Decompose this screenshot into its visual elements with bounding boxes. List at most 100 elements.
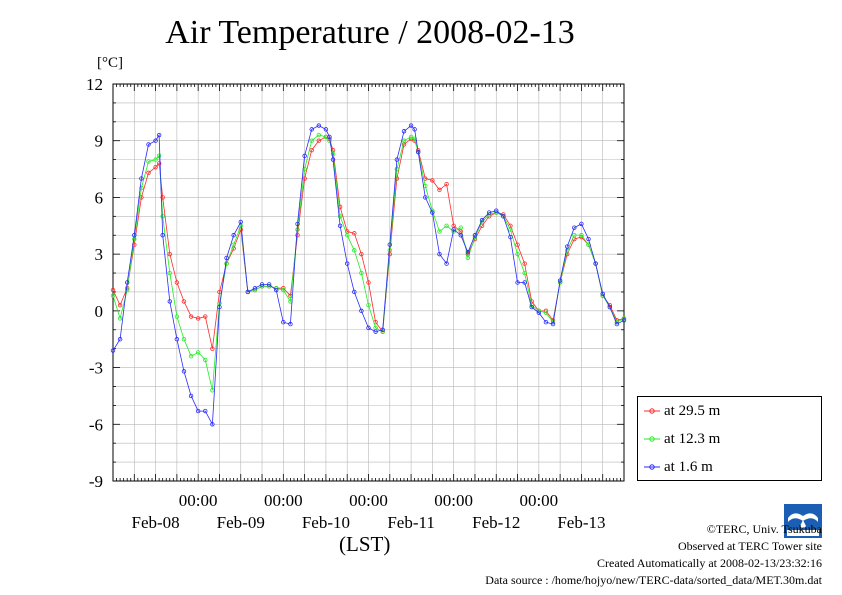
x-day-label: Feb-11	[387, 513, 435, 532]
series-point-2	[295, 221, 300, 227]
series-point-1	[345, 233, 350, 238]
x-tick-label: 00:00	[434, 491, 473, 510]
series-point-2	[522, 280, 527, 285]
y-tick-label: 12	[86, 75, 103, 94]
series-point-2	[373, 329, 378, 334]
series-point-1	[146, 159, 151, 164]
legend-swatch-29-5m	[644, 408, 660, 414]
series-point-2	[387, 242, 392, 247]
series-point-2	[160, 233, 165, 238]
y-tick-label: 9	[95, 132, 104, 151]
x-tick-label: 00:00	[264, 491, 303, 510]
series-point-1	[394, 166, 400, 172]
series-point-1	[174, 314, 180, 319]
series-point-2	[217, 304, 222, 310]
x-tick-label: 00:00	[519, 491, 558, 510]
series-point-0	[167, 251, 172, 257]
series-point-1	[316, 132, 322, 138]
series-point-1	[508, 227, 513, 232]
series-point-1	[124, 287, 130, 293]
series-line-0	[112, 136, 625, 349]
series-point-1	[352, 248, 357, 253]
series-point-2	[494, 208, 499, 213]
series-point-2	[444, 261, 449, 266]
series-point-2	[486, 210, 492, 215]
series-point-0	[181, 299, 187, 304]
series-point-2	[302, 153, 307, 159]
series-point-2	[330, 157, 336, 162]
footer-observed: Observed at TERC Tower site	[677, 539, 822, 553]
series-point-2	[337, 223, 343, 228]
series-point-1	[139, 185, 144, 191]
y-tick-label: -9	[89, 472, 103, 491]
series-point-2	[188, 393, 194, 399]
series-point-2	[437, 251, 442, 257]
series-point-0	[309, 147, 314, 153]
series-line-1	[112, 134, 625, 391]
terc-logo	[784, 504, 822, 538]
series-point-2	[508, 234, 513, 240]
series-point-2	[579, 221, 584, 227]
series-point-0	[160, 195, 165, 200]
series-point-2	[529, 304, 534, 310]
legend-label-29-5m: at 29.5 m	[664, 403, 721, 419]
series-point-2	[380, 327, 385, 332]
series-point-2	[174, 337, 180, 342]
footer-source: Data source : /home/hojyo/new/TERC-data/…	[485, 573, 822, 587]
series-point-1	[522, 270, 527, 276]
series-point-2	[203, 408, 208, 414]
series-point-1	[156, 153, 162, 159]
series-point-2	[565, 244, 570, 249]
y-tick-label: 6	[95, 188, 104, 207]
series-point-1	[359, 270, 364, 276]
series-point-1	[515, 251, 520, 257]
legend: at 29.5 m at 12.3 m at 1.6 m	[637, 396, 822, 481]
series-point-2	[288, 321, 293, 327]
series-point-0	[359, 251, 364, 257]
x-day-label: Feb-09	[217, 513, 265, 532]
series-point-1	[330, 151, 336, 157]
y-tick-label: 3	[95, 245, 104, 264]
series-point-2	[316, 123, 322, 128]
series-point-2	[345, 261, 350, 266]
y-tick-label: 0	[95, 302, 104, 321]
series-point-2	[139, 176, 144, 181]
series-point-1	[153, 157, 158, 162]
series-point-1	[167, 270, 172, 276]
series-point-2	[124, 280, 130, 285]
series-point-2	[352, 289, 357, 295]
series-point-2	[110, 348, 116, 353]
series-point-2	[117, 337, 123, 342]
series-point-2	[472, 233, 478, 238]
series-point-2	[430, 210, 435, 215]
series-point-1	[224, 261, 229, 266]
series-point-2	[146, 142, 151, 147]
legend-swatch-1-6m	[644, 464, 660, 470]
series-point-2	[153, 138, 158, 143]
x-axis-label: (LST)	[339, 532, 391, 556]
x-tick-label: 00:00	[349, 491, 388, 510]
series-point-2	[252, 285, 258, 291]
series-line-2	[112, 125, 625, 426]
series-point-2	[536, 310, 542, 315]
series-point-1	[281, 287, 286, 293]
y-tick-label: -3	[89, 359, 103, 378]
series-point-1	[366, 302, 371, 308]
y-unit-label: [°C]	[97, 55, 123, 71]
series-point-2	[543, 320, 549, 325]
series-point-1	[444, 223, 449, 228]
series-point-2	[423, 195, 428, 200]
legend-label-1-6m: at 1.6 m	[664, 459, 713, 475]
series-point-2	[132, 233, 137, 238]
legend-swatch-12-3m	[644, 436, 660, 442]
series-point-2	[501, 214, 506, 219]
series-point-0	[430, 178, 435, 183]
series-point-0	[110, 287, 116, 293]
series-point-1	[572, 233, 577, 238]
legend-label-12-3m: at 12.3 m	[664, 431, 721, 447]
series-point-2	[323, 127, 329, 132]
series-point-2	[210, 422, 215, 427]
series-point-2	[451, 227, 456, 232]
series-point-1	[160, 214, 165, 219]
series-point-2	[458, 233, 463, 238]
